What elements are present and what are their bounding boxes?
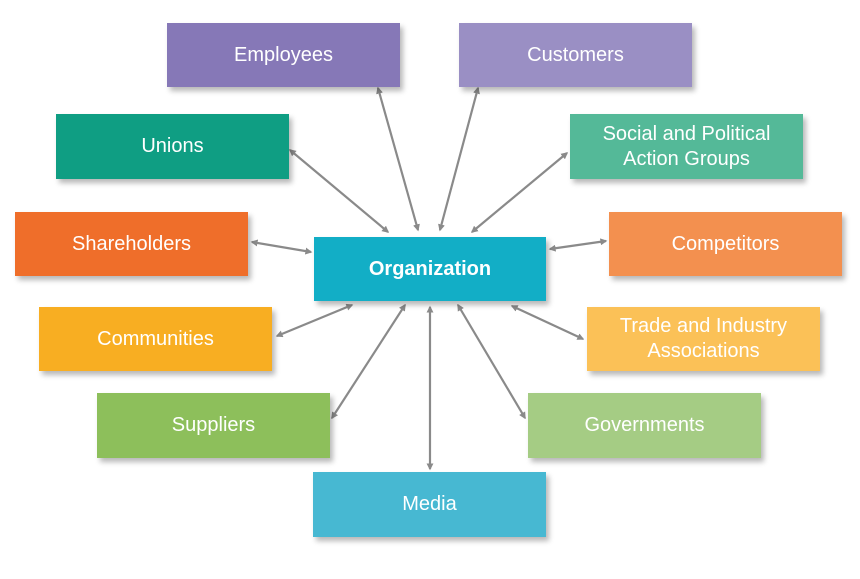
trade-industry-associations-label: Trade and Industry Associations xyxy=(619,315,788,362)
employees-label: Employees xyxy=(234,43,333,66)
media-box: Media xyxy=(313,472,546,537)
arrow-organization-customers xyxy=(438,86,480,232)
competitors-label: Competitors xyxy=(671,232,780,255)
arrow-organization-trade xyxy=(510,305,585,340)
shareholders-box: Shareholders xyxy=(15,212,248,276)
arrow-organization-unions xyxy=(288,149,390,233)
governments-label: Governments xyxy=(584,414,705,436)
unions-box: Unions xyxy=(56,114,289,179)
suppliers-label: Suppliers xyxy=(171,414,256,436)
arrow-organization-governments xyxy=(457,303,526,420)
organization-label: Organization xyxy=(368,257,492,280)
arrow-organization-social xyxy=(470,152,569,233)
governments-box: Governments xyxy=(528,393,761,458)
customers-box: Customers xyxy=(459,23,692,87)
arrow-organization-communities xyxy=(275,303,354,338)
arrow-organization-shareholders xyxy=(250,239,313,255)
unions-label: Unions xyxy=(141,135,204,157)
organization-box: Organization xyxy=(314,237,546,301)
arrow-organization-competitors xyxy=(548,238,608,252)
communities-label: Communities xyxy=(97,327,214,350)
social-political-action-groups-label: Social and Political Action Groups xyxy=(602,122,771,170)
arrow-organization-suppliers xyxy=(331,303,406,420)
shareholders-label: Shareholders xyxy=(72,232,191,255)
employees-box: Employees xyxy=(167,23,400,87)
communities-box: Communities xyxy=(39,307,272,371)
suppliers-box: Suppliers xyxy=(97,393,330,458)
customers-label: Customers xyxy=(527,43,624,66)
arrow-organization-employees xyxy=(376,86,420,232)
competitors-box: Competitors xyxy=(609,212,842,276)
social-political-action-groups-box: Social and Political Action Groups xyxy=(570,114,803,179)
trade-industry-associations-box: Trade and Industry Associations xyxy=(587,307,820,371)
media-label: Media xyxy=(402,493,457,515)
